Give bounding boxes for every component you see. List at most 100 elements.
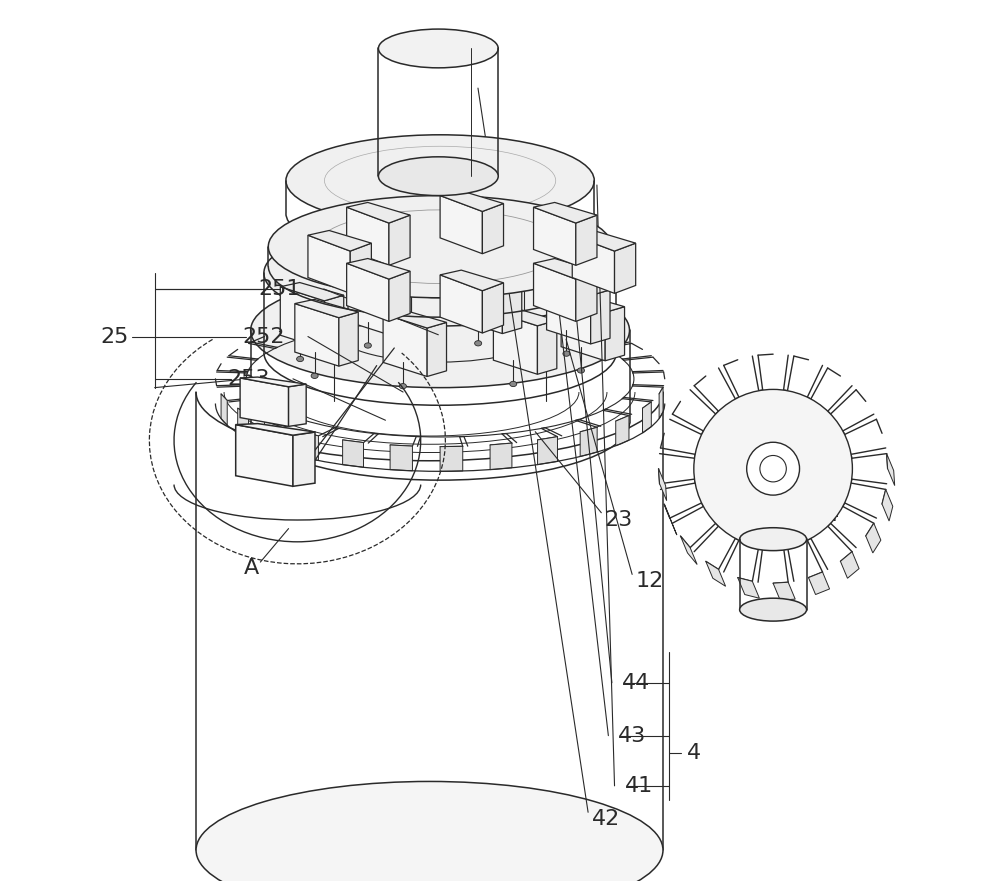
Text: A: A xyxy=(244,559,259,578)
Polygon shape xyxy=(308,231,371,251)
Polygon shape xyxy=(295,304,339,366)
Ellipse shape xyxy=(286,135,594,226)
Polygon shape xyxy=(347,207,389,265)
Ellipse shape xyxy=(324,146,556,215)
Polygon shape xyxy=(440,270,504,291)
Polygon shape xyxy=(706,561,726,587)
Polygon shape xyxy=(392,282,411,336)
Polygon shape xyxy=(348,269,411,287)
Ellipse shape xyxy=(356,248,524,298)
Polygon shape xyxy=(236,425,293,486)
Ellipse shape xyxy=(316,210,564,284)
Ellipse shape xyxy=(297,356,304,361)
Text: 44: 44 xyxy=(622,673,651,692)
Ellipse shape xyxy=(196,781,663,881)
Polygon shape xyxy=(493,307,557,326)
Polygon shape xyxy=(659,387,663,418)
Polygon shape xyxy=(591,290,610,344)
Polygon shape xyxy=(221,394,227,426)
Polygon shape xyxy=(308,235,350,293)
Ellipse shape xyxy=(251,273,630,388)
Ellipse shape xyxy=(399,383,406,389)
Polygon shape xyxy=(537,320,557,374)
Polygon shape xyxy=(738,578,759,598)
Ellipse shape xyxy=(760,455,786,482)
Polygon shape xyxy=(534,263,576,322)
Polygon shape xyxy=(458,267,522,285)
Text: 42: 42 xyxy=(592,810,620,829)
Text: 253: 253 xyxy=(228,369,270,389)
Polygon shape xyxy=(458,271,502,334)
Polygon shape xyxy=(887,454,895,485)
Polygon shape xyxy=(300,432,318,461)
Ellipse shape xyxy=(740,528,807,551)
Polygon shape xyxy=(809,572,830,595)
Polygon shape xyxy=(482,204,504,254)
Polygon shape xyxy=(538,437,557,464)
Polygon shape xyxy=(440,275,482,333)
Text: 41: 41 xyxy=(625,776,653,796)
Ellipse shape xyxy=(694,389,852,548)
Ellipse shape xyxy=(364,343,371,348)
Ellipse shape xyxy=(740,598,807,621)
Polygon shape xyxy=(882,490,893,521)
Polygon shape xyxy=(264,421,279,451)
Polygon shape xyxy=(343,440,364,467)
Polygon shape xyxy=(840,552,859,578)
Polygon shape xyxy=(389,215,410,265)
Polygon shape xyxy=(534,258,597,279)
Ellipse shape xyxy=(392,232,489,262)
Polygon shape xyxy=(383,314,427,376)
Polygon shape xyxy=(680,536,697,565)
Polygon shape xyxy=(293,432,315,486)
Polygon shape xyxy=(280,286,324,349)
Text: 4: 4 xyxy=(687,744,701,763)
Ellipse shape xyxy=(334,299,546,362)
Polygon shape xyxy=(295,300,358,318)
Polygon shape xyxy=(482,283,504,333)
Polygon shape xyxy=(547,281,591,344)
Polygon shape xyxy=(440,447,463,471)
Polygon shape xyxy=(289,384,306,426)
Polygon shape xyxy=(390,445,412,470)
Polygon shape xyxy=(615,243,636,293)
Text: 12: 12 xyxy=(636,572,664,591)
Polygon shape xyxy=(659,469,667,500)
Polygon shape xyxy=(616,416,629,446)
Ellipse shape xyxy=(392,198,489,228)
Polygon shape xyxy=(348,273,392,336)
Polygon shape xyxy=(347,258,410,279)
Polygon shape xyxy=(576,215,597,265)
Polygon shape xyxy=(576,271,597,322)
Polygon shape xyxy=(490,443,512,470)
Polygon shape xyxy=(389,271,410,322)
Polygon shape xyxy=(347,203,410,223)
Polygon shape xyxy=(383,310,447,328)
Polygon shape xyxy=(347,263,389,322)
Text: 43: 43 xyxy=(618,726,646,745)
Polygon shape xyxy=(561,299,605,361)
Ellipse shape xyxy=(268,196,612,298)
Polygon shape xyxy=(427,322,447,376)
Polygon shape xyxy=(547,278,610,295)
Polygon shape xyxy=(572,231,636,251)
Polygon shape xyxy=(236,424,315,435)
Text: 25: 25 xyxy=(100,327,128,346)
Polygon shape xyxy=(440,191,504,211)
Polygon shape xyxy=(664,504,677,535)
Text: 251: 251 xyxy=(258,279,301,299)
Ellipse shape xyxy=(563,351,570,356)
Ellipse shape xyxy=(378,29,498,68)
Ellipse shape xyxy=(510,381,517,387)
Ellipse shape xyxy=(747,442,800,495)
Ellipse shape xyxy=(475,341,482,346)
Polygon shape xyxy=(240,377,306,387)
Polygon shape xyxy=(238,408,249,439)
Ellipse shape xyxy=(577,368,584,374)
Polygon shape xyxy=(534,203,597,223)
Ellipse shape xyxy=(311,374,318,379)
Text: 24: 24 xyxy=(812,506,840,525)
Text: 23: 23 xyxy=(605,510,633,529)
Polygon shape xyxy=(440,196,482,254)
Polygon shape xyxy=(534,207,576,265)
